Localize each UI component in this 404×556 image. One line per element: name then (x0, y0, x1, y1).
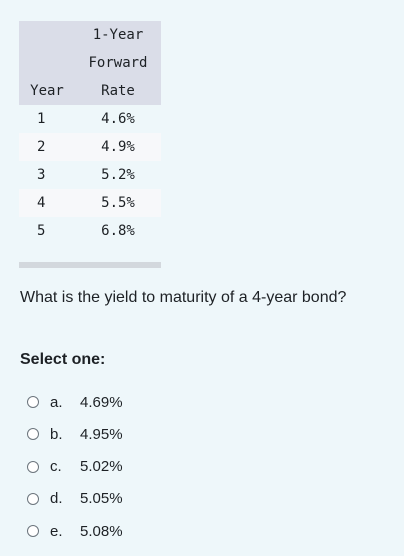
option-letter: c. (50, 458, 62, 476)
table-header-cell: Forward (75, 49, 161, 77)
rate-cell: 5.2% (101, 167, 135, 183)
option-letter: d. (50, 490, 63, 508)
forward-rate-table: 1-Year Forward Year Rate 1 4.6% 2 4.9% 3… (19, 21, 161, 245)
table-header-cell (19, 49, 75, 77)
table-header-row: Forward (19, 49, 161, 77)
answer-option-b[interactable]: b. 4.95% (27, 418, 123, 450)
rate-cell: 5.5% (75, 189, 161, 217)
year-cell: 3 (37, 167, 46, 183)
select-one-label: Select one: (20, 351, 106, 368)
answer-option-e[interactable]: e. 5.08% (27, 515, 123, 547)
rate-column-header: Rate (75, 77, 161, 105)
rate-cell: 4.9% (75, 133, 161, 161)
table-row: 2 4.9% (19, 133, 161, 161)
year-cell: 4 (19, 189, 75, 217)
option-text: 5.05% (80, 490, 123, 508)
table-header-cell: 1-Year (75, 21, 161, 49)
table-row: 1 4.6% (19, 105, 161, 133)
answer-option-d[interactable]: d. 5.05% (27, 483, 123, 515)
question-text: What is the yield to maturity of a 4-yea… (20, 289, 347, 306)
table-header-row: 1-Year (19, 21, 161, 49)
table-row: 4 5.5% (19, 189, 161, 217)
option-letter: e. (50, 522, 63, 540)
radio-button[interactable] (27, 525, 39, 538)
rate-cell: 4.6% (101, 111, 135, 127)
answer-option-a[interactable]: a. 4.69% (27, 386, 123, 418)
option-text: 5.08% (80, 522, 123, 540)
table-header-row: Year Rate (19, 77, 161, 105)
radio-button[interactable] (27, 460, 39, 473)
option-text: 4.95% (80, 425, 123, 443)
radio-button[interactable] (27, 396, 39, 409)
table-header-cell (19, 21, 75, 49)
option-letter: a. (50, 393, 63, 411)
radio-button[interactable] (27, 428, 39, 441)
year-cell: 1 (37, 111, 46, 127)
rate-cell: 6.8% (101, 223, 135, 239)
answer-option-c[interactable]: c. 5.02% (27, 451, 123, 483)
radio-button[interactable] (27, 492, 39, 505)
option-text: 5.02% (80, 458, 123, 476)
table-divider (19, 262, 161, 268)
table-row: 3 5.2% (19, 161, 161, 189)
option-letter: b. (50, 425, 63, 443)
year-column-header: Year (19, 77, 75, 105)
option-text: 4.69% (80, 393, 123, 411)
table-row: 5 6.8% (19, 217, 161, 245)
year-cell: 2 (19, 133, 75, 161)
answer-options: a. 4.69% b. 4.95% c. 5.02% d. 5.05% e. 5… (27, 386, 123, 547)
year-cell: 5 (37, 223, 46, 239)
